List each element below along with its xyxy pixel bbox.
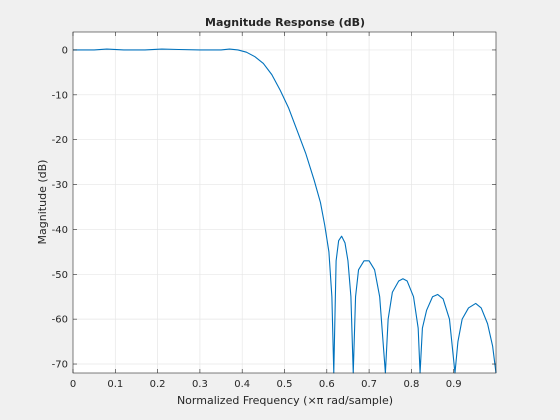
- y-tick-label: -20: [52, 135, 68, 146]
- y-tick-label: -50: [52, 270, 68, 281]
- y-tick-label: -40: [52, 225, 68, 236]
- grid: [73, 32, 496, 373]
- y-tick-label: -10: [52, 90, 68, 101]
- x-tick-label: 0.9: [446, 379, 462, 390]
- ticks: 0 0.1 0.2 0.3 0.4 0.5 0.6 0.7 0.8 0.9 0 -10 -20 -30 -4…: [52, 32, 496, 390]
- data-layer: [73, 48, 497, 374]
- x-tick-label: 0.3: [192, 379, 208, 390]
- x-axis-label: Normalized Frequency (×π rad/sample): [177, 394, 393, 407]
- y-tick-label: -70: [52, 360, 68, 371]
- y-axis-label: Magnitude (dB): [36, 160, 49, 245]
- x-tick-label: 0.5: [277, 379, 293, 390]
- magnitude-response-line: [73, 48, 497, 374]
- x-tick-label: 0.4: [234, 379, 250, 390]
- y-tick-label: -60: [52, 315, 68, 326]
- x-tick-label: 0.1: [107, 379, 123, 390]
- y-tick-label: 0: [62, 45, 68, 56]
- x-tick-label: 0.2: [150, 379, 166, 390]
- x-tick-label: 0: [70, 379, 76, 390]
- x-tick-label: 0.8: [403, 379, 419, 390]
- x-tick-label: 0.7: [361, 379, 377, 390]
- chart-title: Magnitude Response (dB): [205, 16, 365, 29]
- x-tick-label: 0.6: [319, 379, 335, 390]
- y-tick-label: -30: [52, 180, 68, 191]
